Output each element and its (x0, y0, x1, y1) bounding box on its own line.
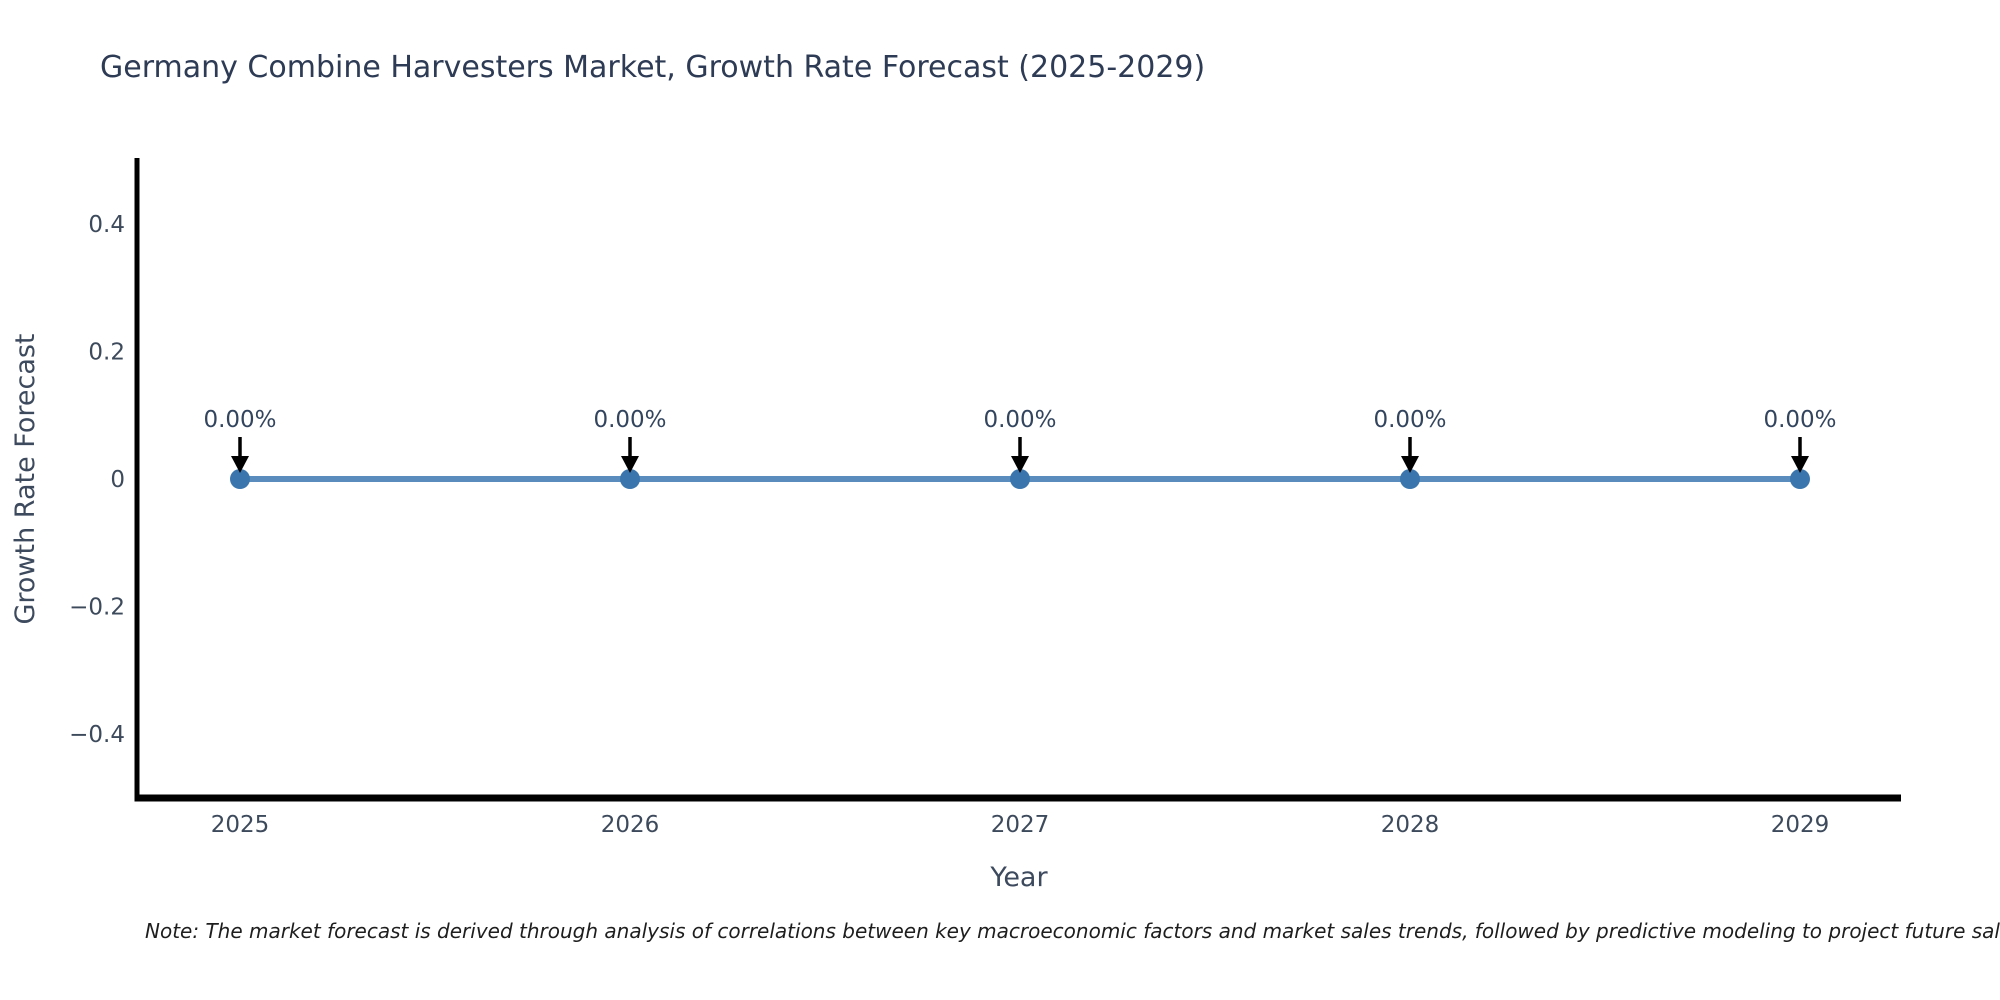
x-tick-label: 2028 (1381, 812, 1440, 838)
y-axis-title: Growth Rate Forecast (10, 333, 41, 624)
data-point-label: 0.00% (983, 407, 1056, 433)
x-tick-label: 2026 (601, 812, 660, 838)
y-tick-label: −0.2 (69, 595, 125, 621)
annotation-arrow-head (1401, 456, 1419, 473)
data-point-marker (1400, 469, 1420, 489)
footnote: Note: The market forecast is derived thr… (145, 919, 2000, 943)
x-tick-label: 2025 (211, 812, 270, 838)
annotation-arrow-head (1011, 456, 1029, 473)
annotation-arrow-head (621, 456, 639, 473)
data-point-label: 0.00% (1763, 407, 1836, 433)
chart-title: Germany Combine Harvesters Market, Growt… (100, 50, 1206, 85)
x-tick-label: 2029 (1771, 812, 1830, 838)
y-tick-label: 0 (110, 467, 125, 493)
x-axis-title: Year (989, 862, 1048, 893)
annotation-arrow-head (1791, 456, 1809, 473)
annotation-arrow-head (231, 456, 249, 473)
y-tick-label: −0.4 (69, 722, 125, 748)
data-point-label: 0.00% (1373, 407, 1446, 433)
data-point-marker (1010, 469, 1030, 489)
data-point-marker (620, 469, 640, 489)
x-tick-label: 2027 (991, 812, 1050, 838)
y-tick-label: 0.2 (88, 339, 125, 365)
data-point-label: 0.00% (203, 407, 276, 433)
y-tick-label: 0.4 (88, 212, 125, 238)
data-point-marker (1790, 469, 1810, 489)
data-point-marker (230, 469, 250, 489)
data-point-label: 0.00% (593, 407, 666, 433)
